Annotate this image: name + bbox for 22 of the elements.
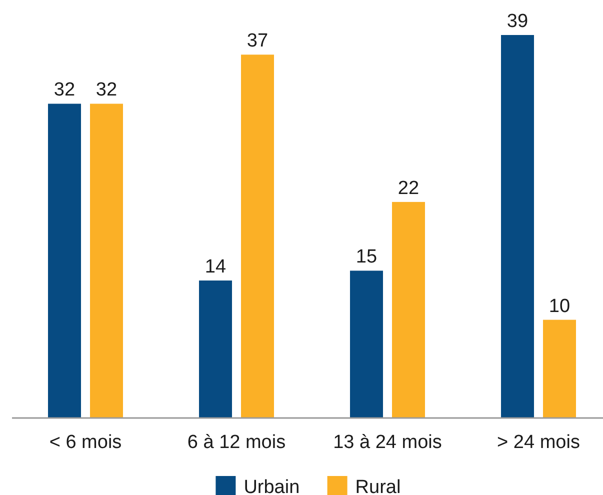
- bar: [350, 270, 383, 418]
- data-label: 32: [96, 80, 118, 101]
- bar: [392, 202, 425, 418]
- data-label: 10: [548, 296, 570, 317]
- data-label: 37: [246, 30, 268, 52]
- data-label: 39: [506, 11, 528, 32]
- data-label: 15: [356, 246, 378, 268]
- x-tick-label: > 24 mois: [497, 432, 580, 453]
- x-tick-label: 6 à 12 mois: [187, 432, 286, 453]
- data-label: 22: [398, 178, 420, 199]
- bar: [543, 320, 576, 418]
- bar: [90, 104, 123, 418]
- data-label: 32: [54, 80, 76, 101]
- bar: [241, 54, 274, 418]
- bar: [48, 104, 81, 418]
- bar: [199, 280, 232, 418]
- x-tick-label: < 6 mois: [49, 432, 122, 453]
- legend-label: Rural: [355, 477, 401, 495]
- legend-label: Urbain: [244, 477, 300, 495]
- x-tick-label: 13 à 24 mois: [333, 432, 442, 453]
- bar: [501, 35, 534, 418]
- data-label: 14: [204, 256, 226, 278]
